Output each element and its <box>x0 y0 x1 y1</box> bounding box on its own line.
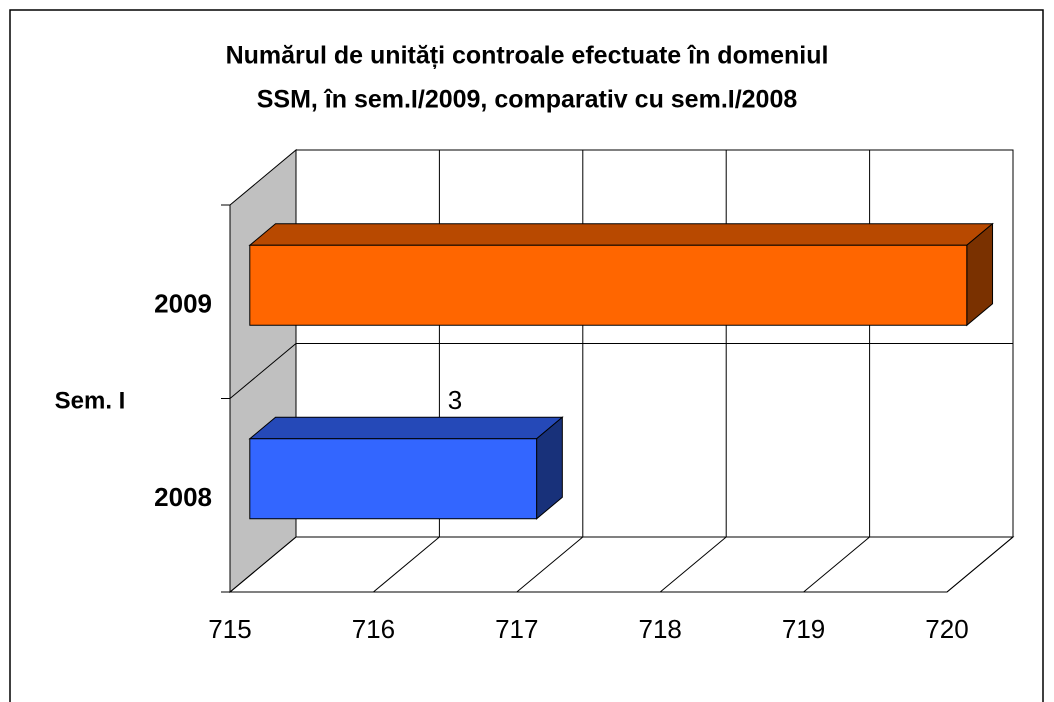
bar <box>249 438 538 520</box>
bar <box>249 244 968 326</box>
wall-divider <box>229 343 297 399</box>
floor-grid-line <box>946 536 1014 593</box>
floor-grid-line <box>803 536 870 593</box>
x-tick-label: 719 <box>782 614 825 644</box>
x-tick-label: 717 <box>495 614 538 644</box>
chart-title: SSM, în sem.I/2009, comparativ cu sem.I/… <box>257 86 798 114</box>
x-tick-label: 715 <box>208 614 251 644</box>
x-tick-label: 718 <box>639 614 682 644</box>
bar-top <box>248 223 994 246</box>
x-tick-label: 716 <box>352 614 395 644</box>
floor-grid-line <box>516 536 584 593</box>
x-tick-label: 720 <box>925 614 968 644</box>
y-axis-label: Sem. I <box>55 387 126 414</box>
bar-top <box>248 416 564 440</box>
chart-frame <box>9 9 1044 702</box>
y-tick-label: 2008 <box>154 482 212 512</box>
floor-grid-line <box>659 536 727 593</box>
floor-grid-line <box>229 536 297 593</box>
floor-grid-line <box>373 536 440 593</box>
y-tick-label: 2009 <box>154 289 212 319</box>
annotation: 3 <box>448 385 462 415</box>
chart-title: Numărul de unități controale efectuate î… <box>226 42 829 70</box>
